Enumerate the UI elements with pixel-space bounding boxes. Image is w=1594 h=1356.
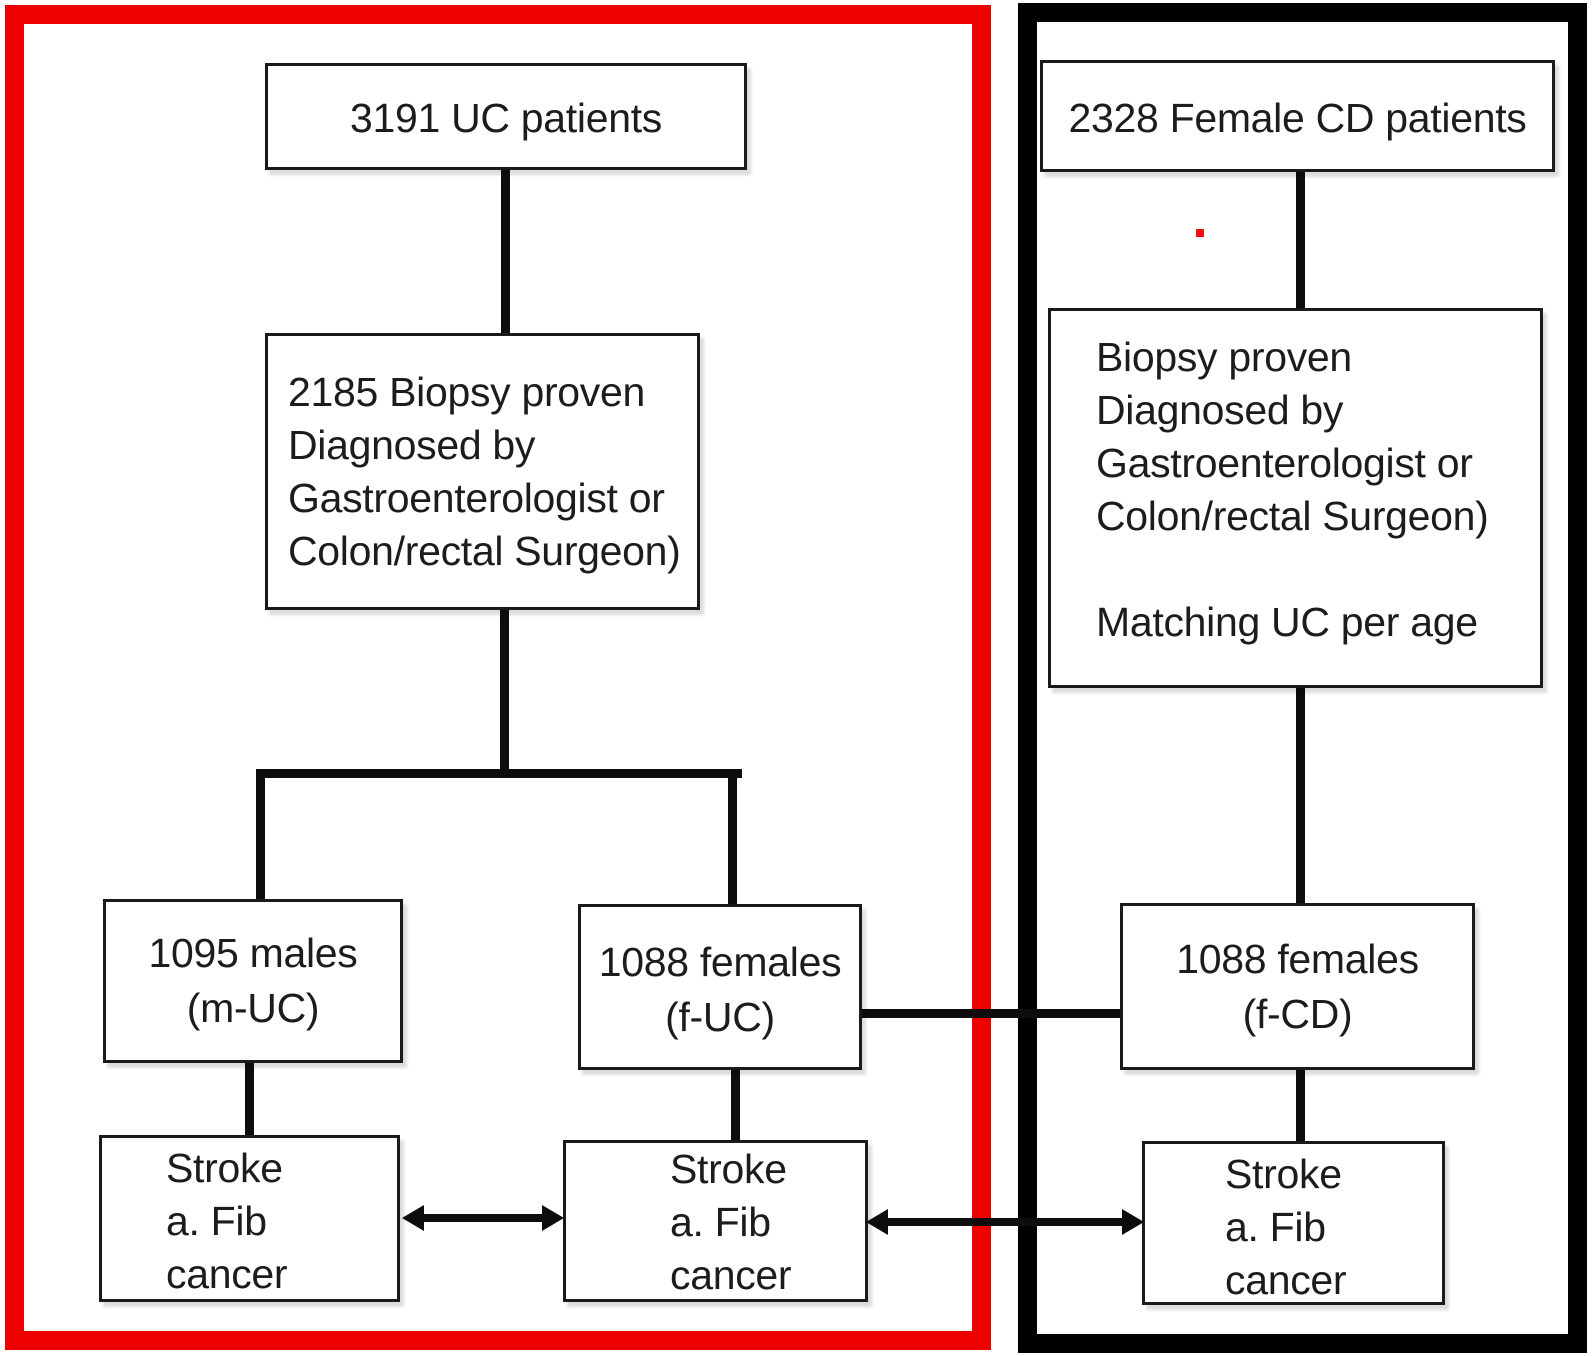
connector-fuc-to-fcd [860,1009,1122,1018]
connector-uc-biopsy-down [500,608,509,777]
uc-total-label: 3191 UC patients [349,95,662,141]
connector-uc-total-to-biopsy [501,168,510,335]
connector-fcd-to-outcome [1296,1068,1305,1143]
uc-males-outcomes-box: Stroke a. Fib cancer [99,1135,400,1302]
cd-total-patients-box: 2328 Female CD patients [1040,60,1555,172]
uc-males-box: 1095 males (m-UC) [103,899,403,1063]
red-dot-marker [1196,229,1204,237]
connector-cd-total-to-biopsy [1296,170,1305,310]
double-arrow-fuc-vs-fcd [866,1209,1144,1235]
connector-uc-branch-to-males [256,769,265,902]
double-arrow-muc-vs-fuc [402,1205,564,1231]
connector-males-to-outcome [245,1061,254,1138]
cd-females-box: 1088 females (f-CD) [1120,903,1475,1070]
arrowhead-right-icon [542,1205,564,1231]
connector-uc-branch-horizontal [256,769,742,778]
connector-cd-biopsy-to-females [1296,686,1305,905]
connector-fuc-to-outcome [731,1068,740,1143]
arrowhead-right-icon [1122,1209,1144,1235]
cd-total-label: 2328 Female CD patients [1068,95,1527,141]
cd-females-outcomes-box: Stroke a. Fib cancer [1142,1141,1445,1305]
uc-biopsy-proven-box: 2185 Biopsy proven Diagnosed by Gastroen… [265,333,700,610]
arrowhead-left-icon [866,1209,888,1235]
uc-females-outcomes-box: Stroke a. Fib cancer [563,1140,868,1302]
uc-females-box: 1088 females (f-UC) [578,904,862,1070]
cd-biopsy-proven-box: Biopsy proven Diagnosed by Gastroenterol… [1048,308,1543,688]
uc-total-patients-box: 3191 UC patients [265,63,747,170]
connector-uc-branch-to-females [728,769,737,907]
arrowhead-left-icon [402,1205,424,1231]
